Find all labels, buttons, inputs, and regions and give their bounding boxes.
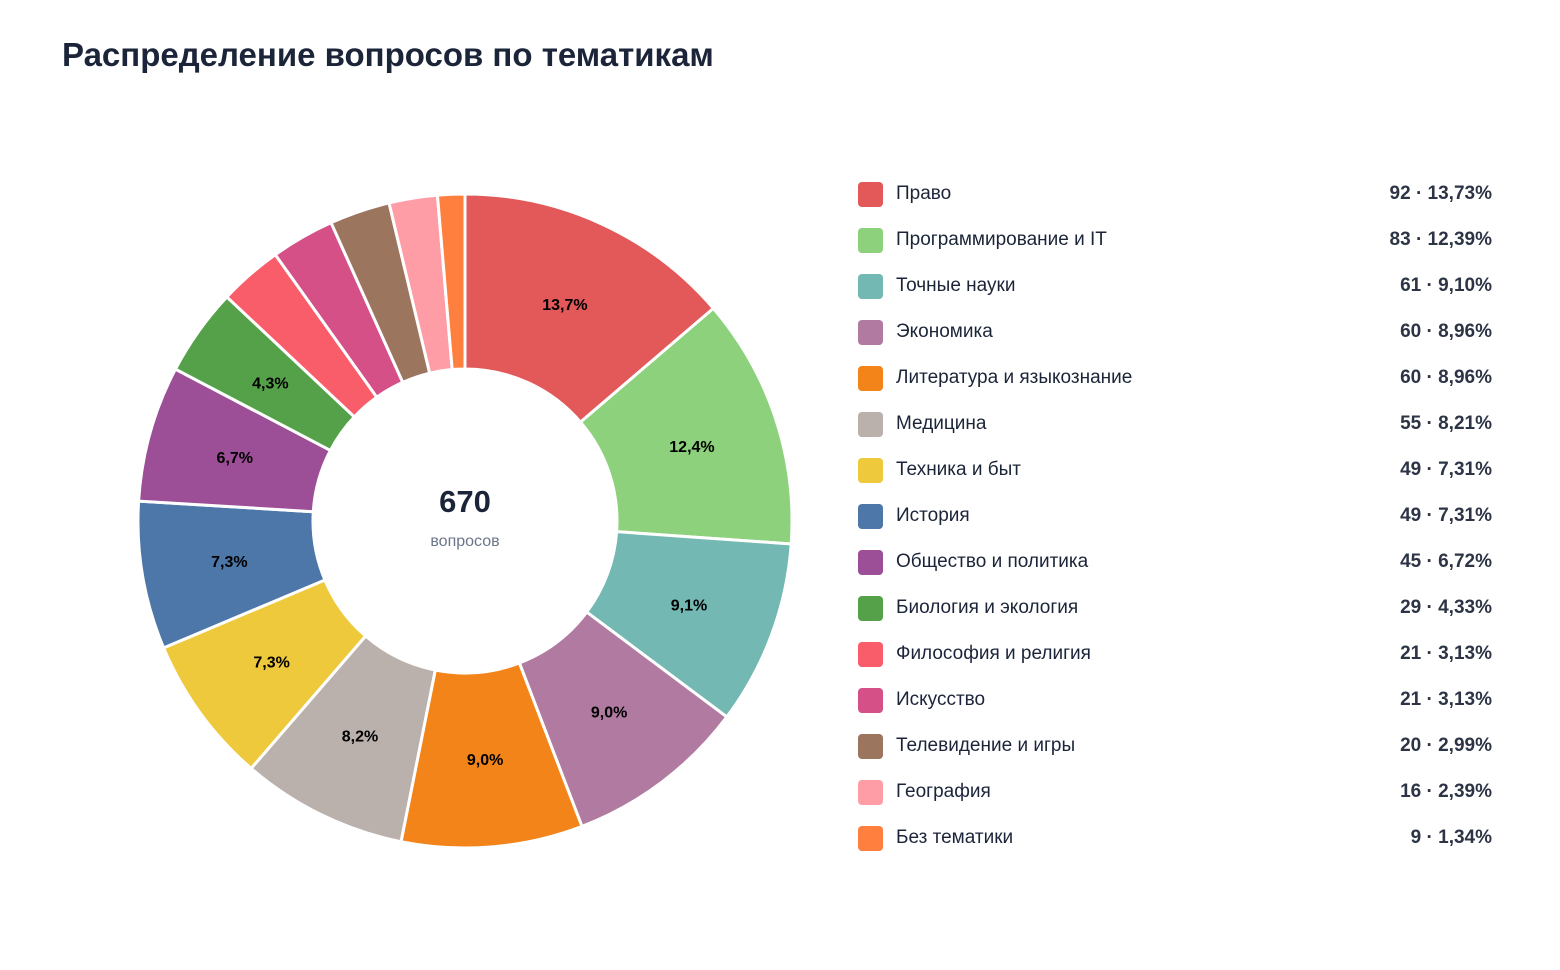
legend-label: Медицина: [896, 413, 987, 434]
legend-label: Телевидение и игры: [896, 735, 1076, 756]
legend-value: 55 · 8,21%: [1400, 413, 1492, 434]
legend-item[interactable]: Экономика 60 · 8,96%: [858, 309, 1492, 355]
legend: Право 92 · 13,73% Программирование и IT 83 …: [858, 171, 1492, 861]
legend-label: География: [896, 781, 991, 802]
legend-value: 60 · 8,96%: [1400, 321, 1492, 342]
legend-swatch: [858, 504, 883, 529]
legend-item[interactable]: История 49 · 7,31%: [858, 493, 1492, 539]
legend-swatch: [858, 688, 883, 713]
legend-swatch: [858, 550, 883, 575]
legend-value: 20 · 2,99%: [1400, 735, 1492, 756]
legend-value: 49 · 7,31%: [1400, 505, 1492, 526]
legend-swatch: [858, 596, 883, 621]
legend-label: Философия и религия: [896, 643, 1091, 664]
legend-label: Техника и быт: [896, 459, 1022, 480]
legend-item[interactable]: Без тематики 9 · 1,34%: [858, 815, 1492, 861]
slice-label: 7,3%: [253, 654, 289, 671]
legend-value: 61 · 9,10%: [1400, 275, 1492, 296]
legend-item[interactable]: Право 92 · 13,73%: [858, 171, 1492, 217]
legend-value: 45 · 6,72%: [1400, 551, 1492, 572]
slice-label: 4,3%: [252, 375, 288, 392]
slice-label: 8,2%: [342, 729, 378, 746]
legend-item[interactable]: Точные науки 61 · 9,10%: [858, 263, 1492, 309]
legend-swatch: [858, 734, 883, 759]
legend-item[interactable]: Общество и политика 45 · 6,72%: [858, 539, 1492, 585]
donut-slices: [136, 192, 794, 850]
legend-swatch: [858, 320, 883, 345]
legend-item[interactable]: Техника и быт 49 · 7,31%: [858, 447, 1492, 493]
center-caption: вопросов: [430, 533, 499, 550]
legend-value: 29 · 4,33%: [1400, 597, 1492, 618]
legend-label: Право: [896, 183, 952, 204]
slice-label: 13,7%: [542, 297, 587, 314]
legend-item[interactable]: Биология и экология 29 · 4,33%: [858, 585, 1492, 631]
legend-label: Общество и политика: [896, 551, 1089, 572]
legend-swatch: [858, 228, 883, 253]
slice-label: 7,3%: [211, 554, 247, 571]
legend-label: Точные науки: [896, 275, 1016, 296]
legend-label: Без тематики: [896, 827, 1014, 848]
donut-slice[interactable]: [463, 192, 716, 425]
legend-value: 21 · 3,13%: [1400, 689, 1492, 710]
legend-swatch: [858, 412, 883, 437]
legend-label: История: [896, 505, 970, 526]
legend-item[interactable]: Программирование и IT 83 · 12,39%: [858, 217, 1492, 263]
legend-item[interactable]: Искусство 21 · 3,13%: [858, 677, 1492, 723]
legend-label: Экономика: [896, 321, 993, 342]
legend-swatch: [858, 826, 883, 851]
slice-label: 9,0%: [467, 752, 503, 769]
donut-slice-labels: 13,7% 12,4% 9,1% 9,0% 9,0% 8,2% 7,3% 7,3% 6,7% 4,…: [211, 297, 714, 769]
legend-item[interactable]: Философия и религия 21 · 3,13%: [858, 631, 1492, 677]
slice-label: 9,0%: [591, 705, 627, 722]
legend-label: Искусство: [896, 689, 986, 710]
legend-value: 21 · 3,13%: [1400, 643, 1492, 664]
donut-chart: 13,7% 12,4% 9,1% 9,0% 9,0% 8,2% 7,3% 7,3% 6,7% 4,…: [136, 192, 794, 850]
slice-label: 12,4%: [669, 439, 714, 456]
legend-value: 16 · 2,39%: [1400, 781, 1492, 802]
donut-slice[interactable]: [435, 192, 467, 372]
legend-label: Программирование и IT: [896, 229, 1107, 250]
legend-swatch: [858, 274, 883, 299]
legend-value: 83 · 12,39%: [1389, 229, 1492, 250]
legend-value: 9 · 1,34%: [1410, 827, 1492, 848]
legend-value: 49 · 7,31%: [1400, 459, 1492, 480]
legend-swatch: [858, 366, 883, 391]
legend-item[interactable]: Телевидение и игры 20 · 2,99%: [858, 723, 1492, 769]
legend-swatch: [858, 780, 883, 805]
center-total: 670: [439, 484, 491, 519]
legend-value: 60 · 8,96%: [1400, 367, 1492, 388]
slice-label: 6,7%: [217, 450, 253, 467]
legend-item[interactable]: Медицина 55 · 8,21%: [858, 401, 1492, 447]
legend-label: Литература и языкознание: [896, 367, 1133, 388]
legend-label: Биология и экология: [896, 597, 1079, 618]
legend-item[interactable]: Литература и языкознание 60 · 8,96%: [858, 355, 1492, 401]
donut-slice[interactable]: [578, 306, 794, 546]
page-title: Распределение вопросов по тематикам: [62, 36, 714, 73]
legend-value: 92 · 13,73%: [1389, 183, 1492, 204]
legend-item[interactable]: География 16 · 2,39%: [858, 769, 1492, 815]
legend-swatch: [858, 182, 883, 207]
legend-swatch: [858, 458, 883, 483]
slice-label: 9,1%: [671, 597, 707, 614]
legend-swatch: [858, 642, 883, 667]
